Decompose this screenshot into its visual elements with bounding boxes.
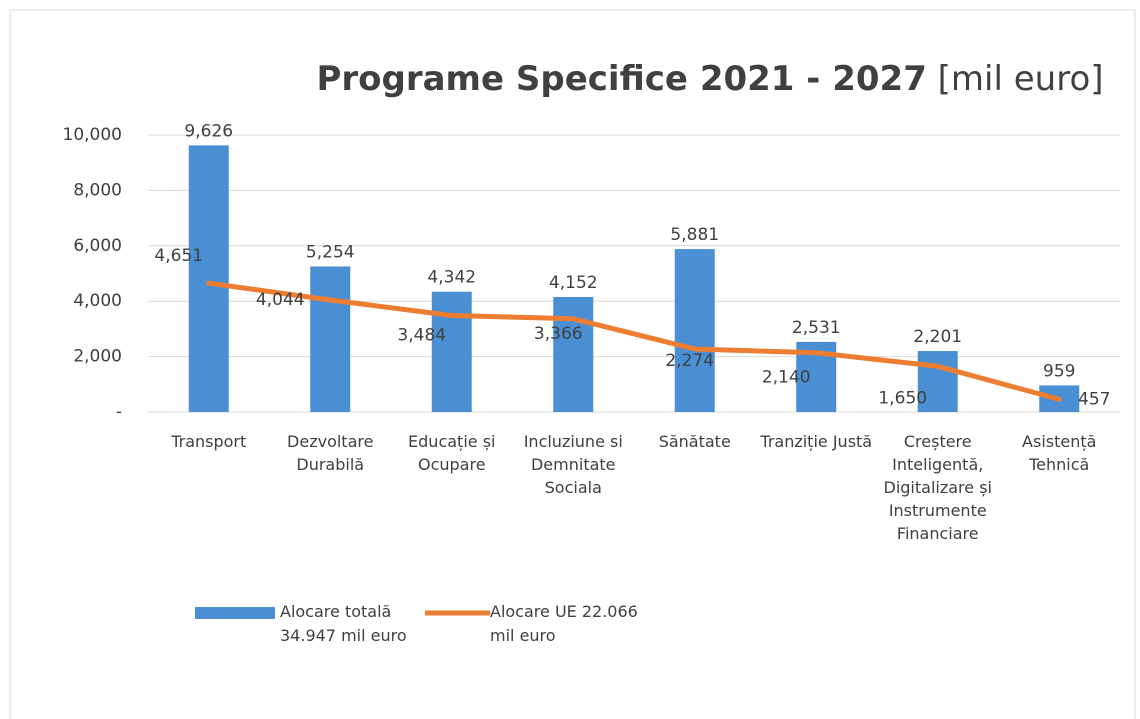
x-tick-label: Tranziție Justă bbox=[760, 432, 873, 451]
bar-value-label: 5,254 bbox=[306, 242, 355, 262]
title-unit: [mil euro] bbox=[938, 59, 1104, 99]
x-tick-label: Sănătate bbox=[658, 432, 731, 451]
title-main: Programe Specifice 2021 - 2027 bbox=[316, 59, 926, 99]
line-value-label: 2,274 bbox=[665, 351, 714, 371]
x-tick-label: Incluziune si Demnitate Sociala bbox=[523, 432, 623, 497]
x-tick-label: Asistență Tehnică bbox=[1022, 432, 1097, 474]
line-value-label: 4,651 bbox=[154, 246, 203, 266]
legend-label: Alocare totală 34.947 mil euro bbox=[280, 602, 407, 645]
x-tick-label: Transport bbox=[171, 432, 247, 451]
bar-value-label: 4,152 bbox=[549, 273, 598, 293]
y-tick-label: 4,000 bbox=[73, 291, 122, 311]
bar-value-label: 959 bbox=[1043, 361, 1075, 381]
bar bbox=[917, 351, 958, 412]
x-tick-label: Dezvoltare Durabilă bbox=[287, 432, 374, 474]
bar bbox=[674, 249, 715, 412]
x-tick-label: Creștere Inteligentă, Digitalizare și In… bbox=[883, 432, 992, 543]
y-tick-label: - bbox=[116, 402, 122, 422]
line-series bbox=[206, 280, 1062, 402]
x-tick-label: Educație și Ocupare bbox=[408, 432, 496, 474]
line-value-label: 3,366 bbox=[534, 324, 583, 344]
y-tick-label: 6,000 bbox=[73, 236, 122, 256]
line-value-label: 4,044 bbox=[256, 290, 305, 310]
bar bbox=[431, 291, 472, 412]
bar-value-label: 4,342 bbox=[427, 268, 476, 288]
line-value-label: 1,650 bbox=[878, 388, 927, 408]
chart-frame bbox=[9, 9, 1136, 719]
bar-value-label: 2,531 bbox=[792, 318, 841, 338]
y-tick-label: 8,000 bbox=[73, 180, 122, 200]
line-value-label: 457 bbox=[1078, 389, 1110, 409]
y-tick-label: 2,000 bbox=[73, 347, 122, 367]
bar bbox=[310, 266, 351, 412]
y-tick-label: 10,000 bbox=[63, 125, 122, 145]
legend-label: Alocare UE 22.066 mil euro bbox=[490, 602, 638, 645]
bar-value-label: 5,881 bbox=[670, 225, 719, 245]
bar-value-label: 9,626 bbox=[184, 121, 233, 141]
line-value-label: 3,484 bbox=[397, 325, 446, 345]
bar-value-label: 2,201 bbox=[913, 327, 962, 347]
legend-swatch bbox=[195, 607, 275, 619]
bar bbox=[553, 296, 594, 412]
line-value-label: 2,140 bbox=[762, 368, 811, 388]
bar bbox=[188, 145, 229, 412]
chart-title: Programe Specifice 2021 - 2027 [mil euro… bbox=[316, 59, 1103, 99]
